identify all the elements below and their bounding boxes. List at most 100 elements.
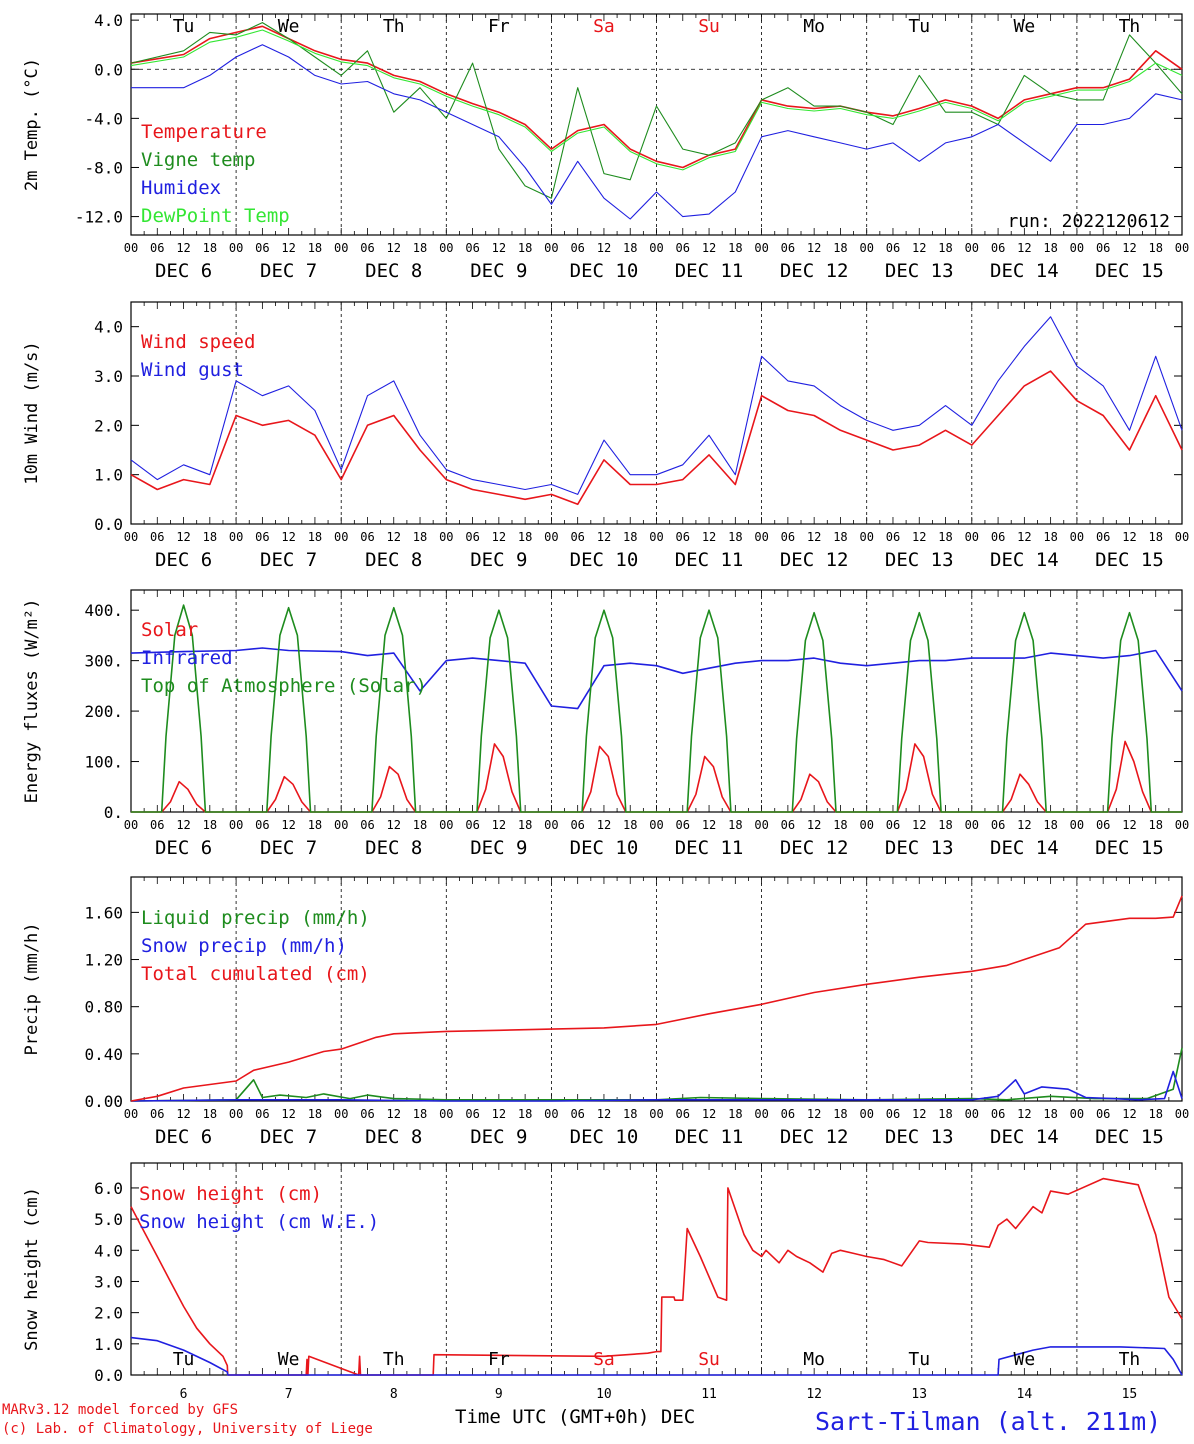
- hour-tick-label: 00: [649, 241, 663, 255]
- hour-tick-label: 18: [203, 241, 217, 255]
- hour-tick-label: 18: [1148, 530, 1162, 544]
- series-line-vigne-temp: [130, 22, 1183, 199]
- date-label: DEC 11: [675, 260, 744, 282]
- hour-tick-label: 18: [518, 1107, 532, 1121]
- hour-tick-label: 18: [518, 241, 532, 255]
- legend-entry: Wind speed: [141, 331, 255, 353]
- hour-tick-label: 12: [702, 1107, 716, 1121]
- date-label: DEC 9: [470, 837, 527, 859]
- hour-tick-label: 06: [781, 241, 795, 255]
- hour-tick-label: 00: [439, 818, 453, 832]
- day-of-week-label: Mo: [803, 1349, 825, 1370]
- hour-tick-label: 18: [833, 241, 847, 255]
- y-axis-label: Energy fluxes (W/m²): [22, 599, 42, 804]
- day-of-week-label: Tu: [173, 16, 195, 37]
- date-label: DEC 11: [675, 1126, 744, 1148]
- hour-tick-label: 06: [150, 241, 164, 255]
- series-line-temperature: [130, 25, 1183, 169]
- hour-tick-label: 00: [229, 818, 243, 832]
- hour-tick-label: 18: [413, 241, 427, 255]
- day-number-label: 15: [1122, 1387, 1138, 1402]
- hour-tick-label: 06: [676, 1107, 690, 1121]
- hour-tick-label: 12: [597, 530, 611, 544]
- date-label: DEC 6: [155, 837, 212, 859]
- hour-tick-label: 00: [1175, 818, 1189, 832]
- y-tick-label: -12.0: [75, 208, 123, 227]
- hour-tick-label: 18: [728, 818, 742, 832]
- hour-tick-label: 06: [676, 241, 690, 255]
- hour-tick-label: 06: [360, 818, 374, 832]
- date-label: DEC 10: [570, 837, 639, 859]
- hour-tick-label: 12: [702, 818, 716, 832]
- legend-entry: Temperature: [141, 121, 267, 143]
- hour-tick-label: 12: [912, 530, 926, 544]
- hour-tick-label: 00: [754, 1107, 768, 1121]
- date-label: DEC 15: [1095, 837, 1164, 859]
- hour-tick-label: 06: [781, 530, 795, 544]
- y-tick-label: 1.0: [94, 1335, 123, 1354]
- series-line-liquid-precip-mm-h-: [130, 1047, 1183, 1102]
- y-axis-label: 10m Wind (m/s): [22, 341, 42, 484]
- y-tick-label: 0.0: [94, 1366, 123, 1385]
- day-number-label: 11: [701, 1387, 717, 1402]
- day-of-week-label: Th: [383, 16, 405, 37]
- hour-tick-label: 00: [1070, 818, 1084, 832]
- date-label: DEC 13: [885, 1126, 954, 1148]
- hour-tick-label: 00: [229, 241, 243, 255]
- hour-tick-label: 06: [991, 1107, 1005, 1121]
- hour-tick-label: 12: [807, 818, 821, 832]
- hour-tick-label: 18: [833, 1107, 847, 1121]
- hour-tick-label: 00: [334, 818, 348, 832]
- hour-tick-label: 18: [833, 530, 847, 544]
- date-label: DEC 8: [365, 260, 422, 282]
- hour-tick-label: 12: [912, 241, 926, 255]
- hour-tick-label: 06: [886, 241, 900, 255]
- date-label: DEC 8: [365, 1126, 422, 1148]
- series-line-top-of-atmosphere-solar-: [131, 604, 1182, 813]
- hour-tick-label: 12: [1017, 241, 1031, 255]
- hour-tick-label: 06: [465, 530, 479, 544]
- hour-tick-label: 18: [308, 530, 322, 544]
- hour-tick-label: 00: [965, 1107, 979, 1121]
- y-tick-label: 0.0: [94, 515, 123, 534]
- date-label: DEC 9: [470, 1126, 527, 1148]
- series-line-infrared: [130, 647, 1183, 710]
- legend-entry: Infrared: [141, 647, 233, 669]
- date-label: DEC 11: [675, 549, 744, 571]
- hour-tick-label: 00: [1175, 1107, 1189, 1121]
- hour-tick-label: 12: [1122, 818, 1136, 832]
- hour-tick-label: 18: [728, 530, 742, 544]
- panels-group: 4.0 0.0 -4.0 -8.0 -12.0 2m Temp. (°C) 00 06 12 18…: [22, 11, 1189, 1402]
- hour-tick-label: 18: [1148, 818, 1162, 832]
- hour-tick-label: 00: [965, 241, 979, 255]
- day-number-label: 6: [180, 1387, 188, 1402]
- day-of-week-label: Su: [698, 1349, 720, 1370]
- date-label: DEC 10: [570, 260, 639, 282]
- hour-tick-label: 00: [754, 530, 768, 544]
- day-of-week-label: Sa: [593, 16, 615, 37]
- date-label: DEC 7: [260, 1126, 317, 1148]
- day-of-week-label: Sa: [593, 1349, 615, 1370]
- hour-tick-label: 18: [623, 1107, 637, 1121]
- hour-tick-label: 12: [176, 818, 190, 832]
- hour-tick-label: 00: [1175, 241, 1189, 255]
- hour-tick-label: 18: [1043, 1107, 1057, 1121]
- y-tick-label: -8.0: [84, 158, 123, 177]
- panel-5: 6.0 5.0 4.0 3.0 2.0 1.0 0.0 Snow height (cm) Sno…: [22, 1162, 1183, 1402]
- hour-tick-label: 18: [518, 530, 532, 544]
- hour-tick-label: 18: [1148, 241, 1162, 255]
- y-axis-label: Precip (mm/h): [22, 922, 42, 1055]
- hour-tick-label: 06: [465, 818, 479, 832]
- hour-tick-label: 00: [1070, 530, 1084, 544]
- hour-tick-label: 18: [1148, 1107, 1162, 1121]
- date-label: DEC 6: [155, 1126, 212, 1148]
- hour-tick-label: 18: [308, 818, 322, 832]
- hour-tick-label: 18: [308, 1107, 322, 1121]
- date-label: DEC 14: [990, 1126, 1059, 1148]
- day-of-week-label: Mo: [803, 16, 825, 37]
- panel-1: 4.0 0.0 -4.0 -8.0 -12.0 2m Temp. (°C) 00 06 12 18…: [22, 11, 1189, 282]
- day-of-week-label: Fr: [488, 16, 510, 37]
- hour-tick-label: 12: [176, 530, 190, 544]
- date-label: DEC 6: [155, 260, 212, 282]
